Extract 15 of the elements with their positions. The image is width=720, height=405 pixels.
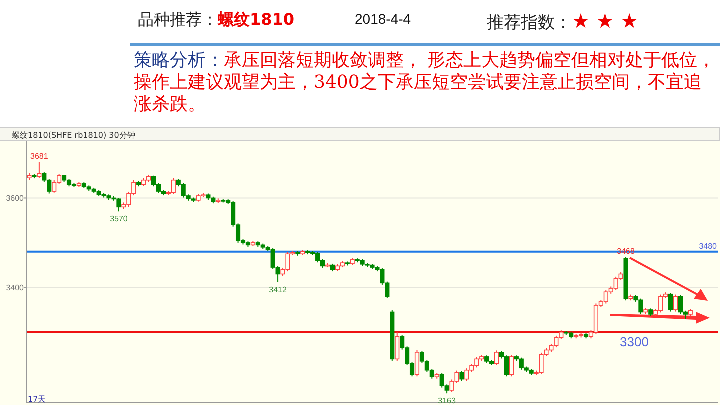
annotation: 3163 (438, 396, 457, 405)
annotation: 3570 (110, 214, 128, 224)
chart-title: 品种推荐：螺纹1810 (138, 10, 295, 29)
chart-subtitle: 策略分析：承压回落短期收敛调整， 形态上大趋势偏空但相对处于低位，操作上建议观望为主，3400之下承压短空尝试要注意止损空间，不宜追涨杀跌。 (134, 50, 716, 115)
text: 2018-4-4 (355, 11, 412, 27)
text: 螺纹1810(SHFE rb1810) 30分钟 (12, 131, 136, 140)
ref-line-label: 3300 (620, 334, 649, 350)
y-tick-label: 3600 (6, 194, 25, 204)
ref-line-label: 3480 (699, 242, 718, 251)
annotation: 3412 (269, 285, 288, 294)
text: 推荐指数：★ ★ ★ (487, 9, 639, 33)
annotation: 3468 (617, 247, 636, 256)
annotation: 3681 (30, 152, 49, 162)
annotation: 17天 (28, 395, 46, 404)
y-tick-label: 3400 (6, 284, 25, 293)
